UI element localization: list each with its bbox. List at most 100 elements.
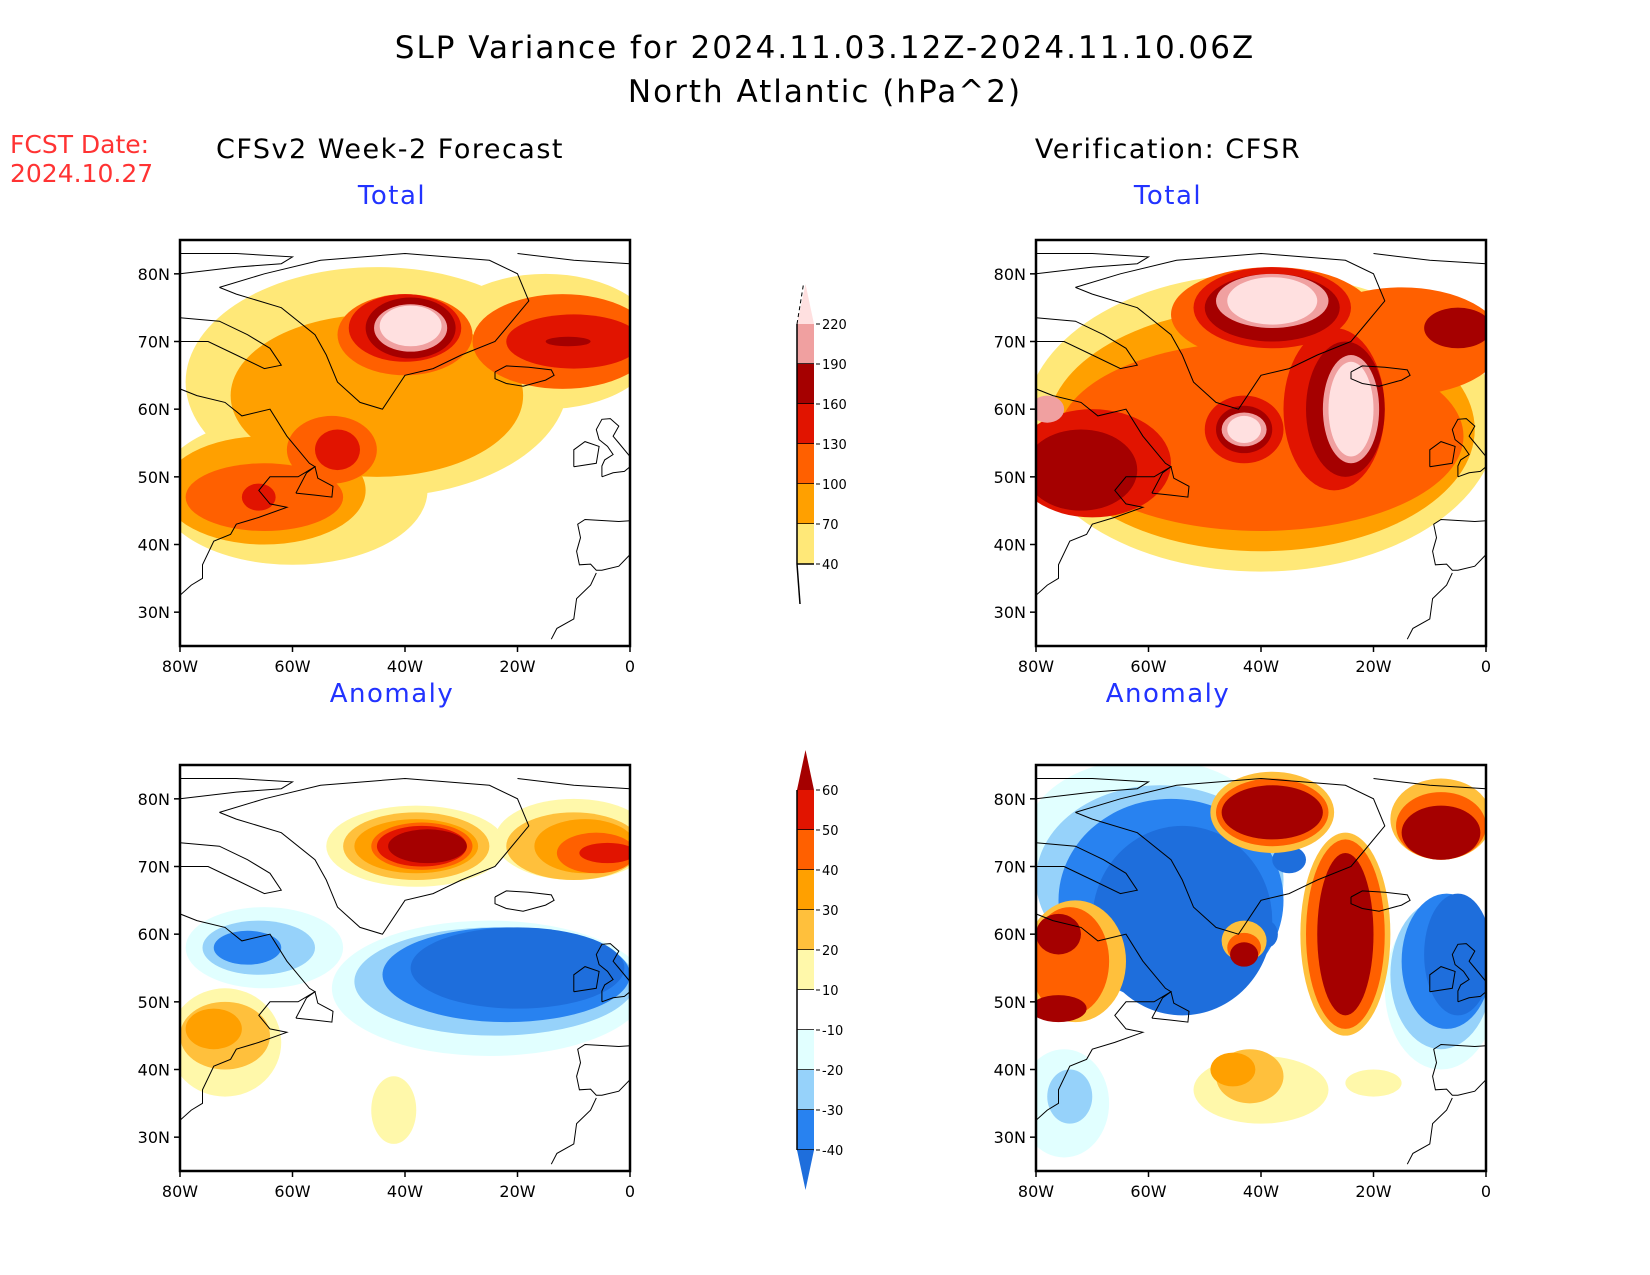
colorbar-label: 220 [822,318,847,333]
coastline [1373,778,1486,790]
map-panel-verif-total: 80W 60W 40W 20W 0 30N 40N 50N 60N 70N 80N [994,238,1491,676]
coastline [1036,913,1172,1121]
map-panel-fcst-anom: 80W 60W 40W 20W 0 30N 40N 50N 60N 70N 80N [138,763,635,1201]
y-tick-label: 70N [994,858,1026,877]
y-tick-label: 40N [994,536,1026,555]
colorbar-segment [797,790,814,830]
coastline [219,252,530,410]
coastline [1036,317,1139,370]
map-panel-fcst-total: 80W 60W 40W 20W 0 30N 40N 50N 60N 70N 80N [138,238,635,676]
coastline [1373,253,1486,265]
coastline [1429,966,1456,993]
coastline [1151,465,1190,498]
coastline [1036,778,1151,800]
colorbar-label: 10 [822,984,839,999]
y-tick-label: 80N [994,265,1026,284]
colorbar-anomaly: -40 -30 -20 -10 10 20 30 40 50 60 [796,750,843,1190]
coastline [1451,943,1486,1003]
coastline [1036,253,1151,275]
coastline [180,913,316,1121]
contour-region [1317,852,1374,1016]
colorbar-label: 100 [822,478,847,493]
colorbar-segment [797,444,814,484]
coastline [180,253,295,275]
y-tick-label: 30N [994,603,1026,622]
y-tick-label: 50N [994,468,1026,487]
contour-region [1036,429,1138,511]
x-tick-label: 60W [274,1182,310,1201]
colorbar-label: -20 [822,1064,843,1079]
coastline [180,778,295,800]
y-tick-label: 40N [138,536,170,555]
contour-region [1047,1069,1093,1124]
x-tick-label: 0 [1481,1182,1491,1201]
chart-title: SLP Variance for 2024.11.03.12Z-2024.11.… [394,30,1256,66]
contour-region [410,927,625,1009]
contour-region [1227,415,1261,443]
coastline [517,778,630,790]
coastline [1036,388,1172,596]
y-tick-label: 70N [138,858,170,877]
contour-region [1036,395,1065,423]
coastline [550,572,597,640]
colorbar-label: 70 [822,518,839,533]
y-tick-label: 30N [994,1128,1026,1147]
y-tick-label: 60N [994,925,1026,944]
panel-title-verification-total: Total [1133,181,1203,211]
chart-subtitle: North Atlantic (hPa^2) [627,74,1023,110]
forecast-date-caption: FCST Date: [10,130,150,159]
colorbar-label: 40 [822,558,839,573]
y-tick-label: 40N [994,1061,1026,1080]
panel-title-forecast-total: Total [357,181,427,211]
colorbar-segment [797,990,814,1030]
column-header-forecast: CFSv2 Week-2 Forecast [215,134,564,165]
coastline [180,317,283,370]
column-header-verification: Verification: CFSR [1034,134,1302,165]
colorbar-label: 190 [822,358,847,373]
x-tick-label: 0 [625,1182,635,1201]
coastline [595,943,630,1003]
coastline [517,253,630,265]
y-tick-label: 60N [994,400,1026,419]
colorbar-upper-arrow [797,284,814,324]
colorbar-segment [797,830,814,870]
contour-region [1345,1069,1402,1097]
coastline [1432,518,1486,571]
colorbar-label: -10 [822,1024,843,1039]
x-tick-label: 20W [1355,1182,1391,1201]
colorbar-upper-arrow [797,750,814,790]
colorbar-label: 30 [822,904,839,919]
contour-region [545,336,591,347]
colorbar-total: 40 70 100 130 160 190 220 [796,283,847,605]
coastline [1075,252,1386,410]
contour-region [1036,995,1087,1023]
coastline [1406,1097,1453,1165]
colorbar-segment [797,1110,814,1150]
contour-fills [1036,240,1486,646]
contour-region [371,1076,417,1144]
contour-fills [180,240,630,646]
x-tick-label: 0 [1481,657,1491,676]
coastline [180,842,283,895]
x-tick-label: 20W [499,657,535,676]
contour-region [315,429,360,471]
contour-region [241,483,276,511]
y-tick-label: 80N [138,790,170,809]
contour-region [1401,805,1481,860]
colorbar-lower-arrow-outline [796,563,801,605]
coastline [1036,842,1139,895]
y-tick-label: 30N [138,603,170,622]
colorbar-segment [797,870,814,910]
coastline [1350,365,1411,387]
panel-title-forecast-anomaly: Anomaly [329,679,455,709]
contour-region [1424,307,1486,349]
contour-region [579,842,630,864]
x-tick-label: 80W [162,1182,198,1201]
colorbar-label: 130 [822,438,847,453]
contour-fills [180,765,630,1171]
colorbar-label: -40 [822,1144,843,1159]
colorbar-segment [797,950,814,990]
contour-region [1227,277,1318,325]
contour-region [1221,785,1323,840]
forecast-date-value: 2024.10.27 [10,159,154,188]
